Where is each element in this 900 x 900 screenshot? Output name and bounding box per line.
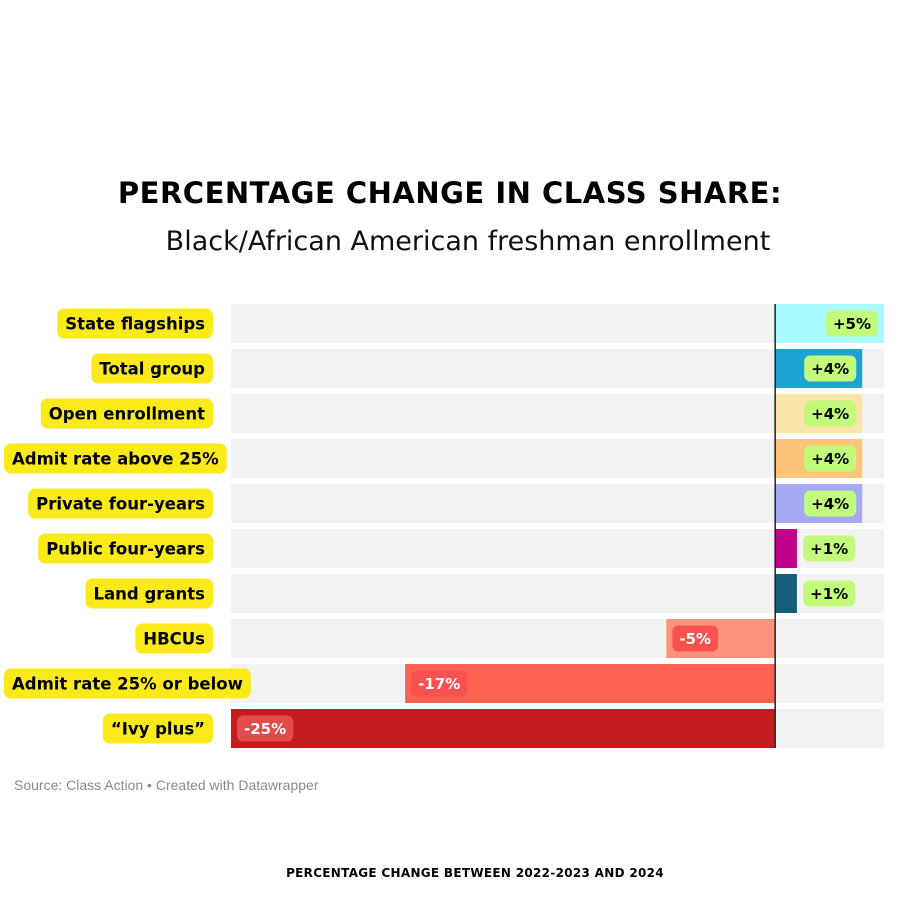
- value-label-pill: [411, 670, 468, 697]
- category-label-highlight: [38, 533, 213, 564]
- value-label-pill: [825, 310, 878, 337]
- bar: [775, 529, 797, 568]
- footnote: PERCENTAGE CHANGE BETWEEN 2022-2023 AND …: [286, 866, 664, 880]
- bar: [231, 709, 776, 748]
- bar-background: [231, 619, 884, 658]
- category-label: Land grants: [94, 585, 206, 604]
- value-label: +4%: [811, 450, 849, 468]
- category-label: Admit rate 25% or below: [12, 675, 243, 694]
- category-label-highlight: [85, 578, 213, 609]
- value-label: +1%: [810, 585, 848, 603]
- chart-subtitle: Black/African American freshman enrollme…: [165, 226, 771, 257]
- value-label-pill: [804, 400, 857, 427]
- category-label-highlight: [40, 398, 213, 429]
- category-label: Private four-years: [36, 495, 205, 514]
- category-label-highlight: [4, 443, 227, 474]
- value-label-pill: [804, 490, 857, 517]
- category-label: Admit rate above 25%: [12, 450, 219, 469]
- category-label: Total group: [99, 360, 205, 379]
- category-label: Public four-years: [46, 540, 205, 559]
- value-label-pill: [672, 625, 719, 652]
- category-label: Open enrollment: [49, 405, 205, 424]
- category-label-highlight: [91, 353, 213, 384]
- category-label-highlight: [102, 713, 213, 744]
- value-label-pill: [804, 355, 857, 382]
- category-label-highlight: [57, 308, 213, 339]
- category-label-highlight: [4, 668, 251, 699]
- value-label: +4%: [811, 360, 849, 378]
- value-label-pill: [237, 715, 294, 742]
- bar: [775, 574, 797, 613]
- value-label: +5%: [833, 315, 871, 333]
- value-label: +4%: [811, 405, 849, 423]
- category-label: State flagships: [65, 315, 205, 334]
- value-label: -17%: [418, 675, 460, 693]
- value-label: +1%: [810, 540, 848, 558]
- value-label-pill: [804, 445, 857, 472]
- value-label: -25%: [244, 720, 286, 738]
- value-label-pill: [803, 535, 856, 562]
- category-label-highlight: [28, 488, 213, 519]
- value-label-pill: [803, 580, 856, 607]
- value-label: -5%: [679, 630, 711, 648]
- chart-title: PERCENTAGE CHANGE IN CLASS SHARE:: [117, 176, 783, 210]
- category-label: “Ivy plus”: [111, 720, 205, 739]
- category-label-highlight: [135, 623, 213, 654]
- source-credit: Source: Class Action • Created with Data…: [14, 777, 319, 793]
- category-label: HBCUs: [143, 630, 205, 649]
- value-label: +4%: [811, 495, 849, 513]
